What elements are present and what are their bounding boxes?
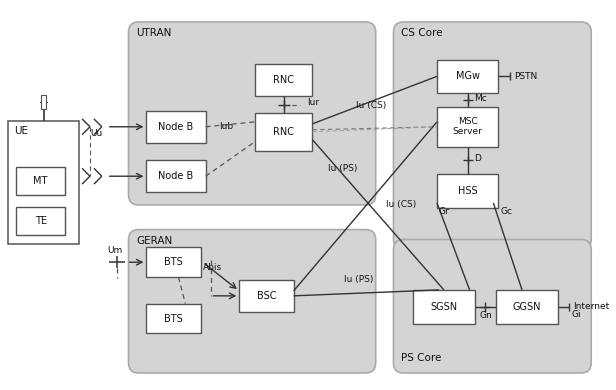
Text: Iu (PS): Iu (PS) [344, 275, 373, 284]
FancyBboxPatch shape [394, 239, 591, 373]
Bar [8, 121, 79, 245]
Text: Iub: Iub [219, 122, 233, 131]
Bar [147, 304, 201, 333]
FancyBboxPatch shape [129, 22, 376, 205]
Bar [255, 113, 312, 151]
Text: BSC: BSC [257, 291, 276, 301]
Text: Iur: Iur [307, 98, 320, 107]
Bar [41, 95, 46, 109]
Text: GERAN: GERAN [136, 236, 172, 246]
Bar [239, 280, 294, 312]
FancyBboxPatch shape [394, 22, 591, 249]
Text: Gi: Gi [572, 310, 581, 319]
Text: Iu (CS): Iu (CS) [386, 200, 416, 209]
Text: Gn: Gn [479, 311, 492, 320]
Bar [437, 174, 498, 208]
Text: MSC
Server: MSC Server [453, 117, 482, 136]
Text: Node B: Node B [158, 122, 193, 132]
Text: SGSN: SGSN [431, 302, 458, 312]
Text: Uu: Uu [90, 129, 102, 138]
Text: HSS: HSS [458, 186, 477, 196]
Bar [16, 207, 65, 234]
Text: Um: Um [107, 246, 123, 255]
Text: Gr: Gr [439, 207, 450, 216]
Bar [437, 107, 498, 147]
Bar [147, 247, 201, 277]
Bar [147, 160, 206, 192]
Bar [255, 64, 312, 96]
Text: Node B: Node B [158, 171, 193, 181]
Text: GGSN: GGSN [513, 302, 541, 312]
Text: D: D [474, 154, 482, 163]
Text: UTRAN: UTRAN [136, 28, 172, 38]
Bar [437, 60, 498, 93]
Text: Abis: Abis [203, 263, 222, 272]
Text: Iu (PS): Iu (PS) [328, 164, 358, 173]
Text: Gc: Gc [500, 207, 513, 216]
Text: BTS: BTS [164, 257, 183, 267]
Text: BTS: BTS [164, 314, 183, 324]
Text: RNC: RNC [274, 75, 294, 85]
Bar [147, 111, 206, 143]
Text: Mc: Mc [474, 94, 487, 103]
Text: PSTN: PSTN [514, 72, 537, 81]
Text: PS Core: PS Core [402, 353, 442, 363]
Text: UE: UE [14, 126, 28, 136]
Text: MT: MT [33, 176, 47, 186]
Text: Internet: Internet [573, 302, 610, 311]
Bar [413, 290, 474, 324]
Bar [496, 290, 557, 324]
FancyBboxPatch shape [129, 230, 376, 373]
Text: TE: TE [34, 216, 47, 226]
Bar [16, 167, 65, 195]
Text: MGw: MGw [456, 71, 480, 82]
Text: CS Core: CS Core [402, 28, 443, 38]
Text: RNC: RNC [274, 127, 294, 137]
Text: Iu (CS): Iu (CS) [356, 101, 386, 110]
